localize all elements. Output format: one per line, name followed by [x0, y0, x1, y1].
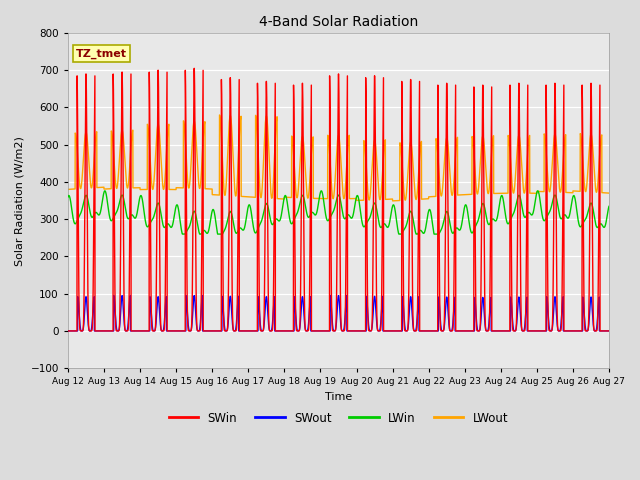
Y-axis label: Solar Radiation (W/m2): Solar Radiation (W/m2) [15, 136, 25, 265]
Text: TZ_tmet: TZ_tmet [76, 48, 127, 59]
X-axis label: Time: Time [325, 392, 352, 402]
Legend: SWin, SWout, LWin, LWout: SWin, SWout, LWin, LWout [164, 407, 513, 429]
Title: 4-Band Solar Radiation: 4-Band Solar Radiation [259, 15, 418, 29]
